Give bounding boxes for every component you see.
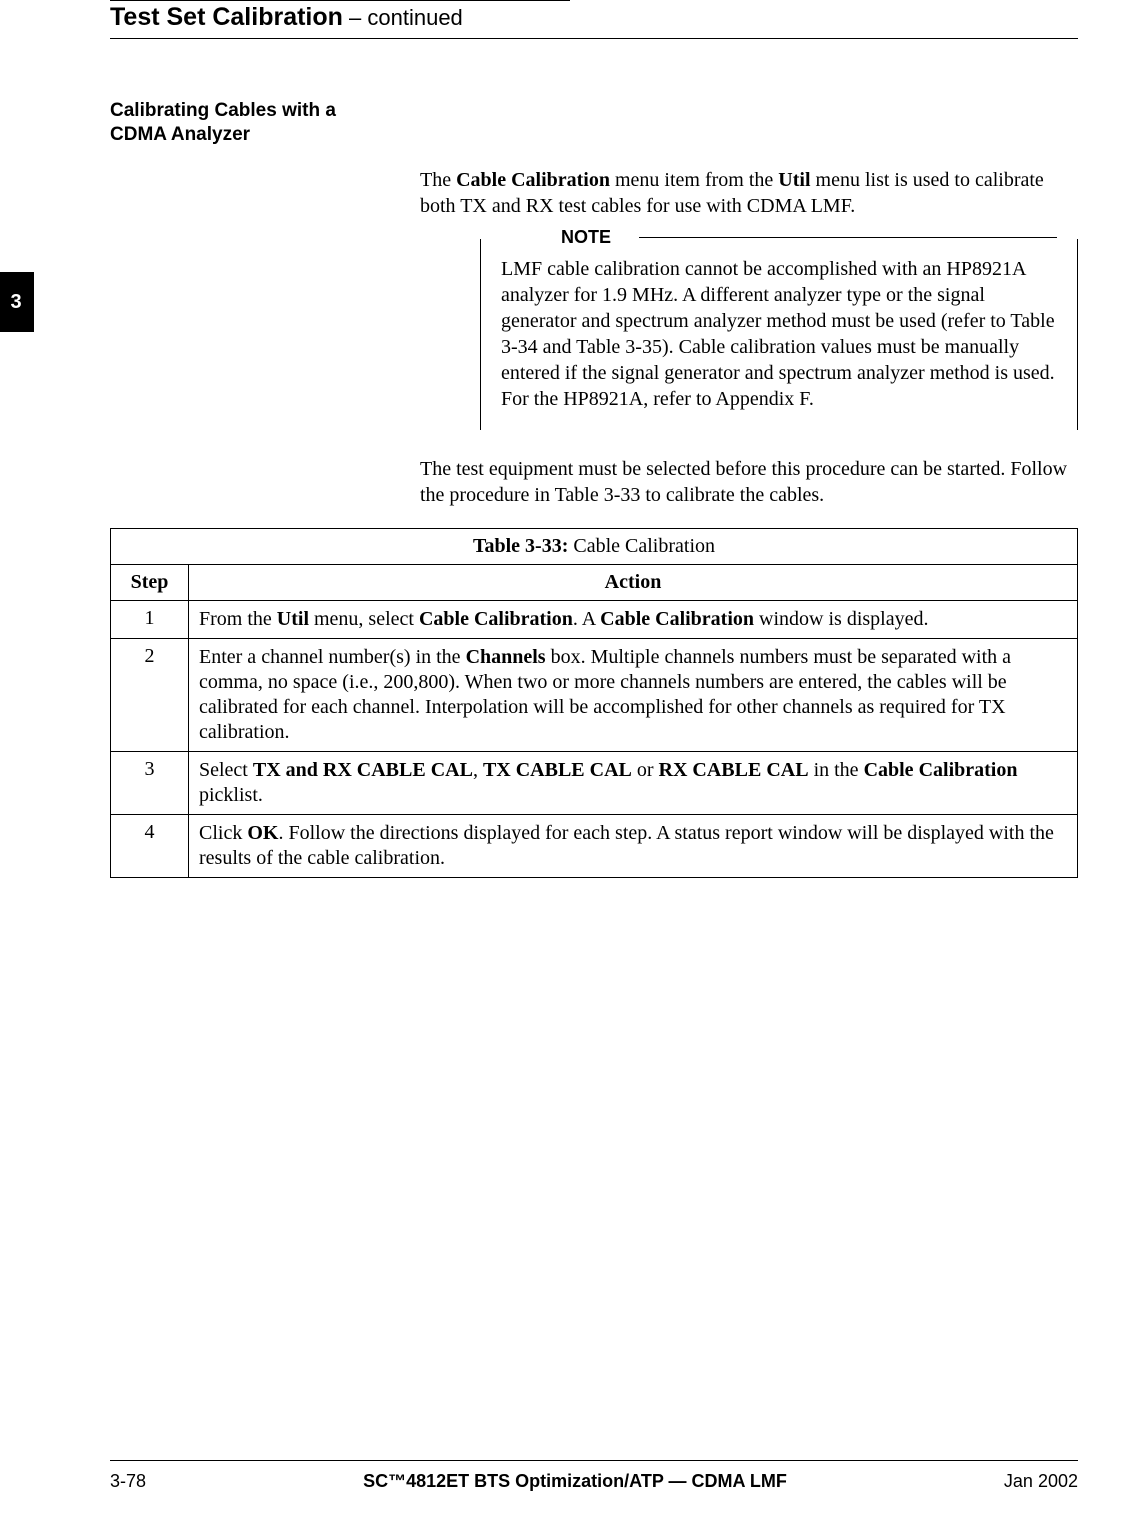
col-header-step: Step <box>111 564 189 600</box>
table-title-rest: Cable Calibration <box>568 535 715 557</box>
note-header: NOTE <box>501 227 1057 248</box>
table-title: Table 3-33: Cable Calibration <box>111 528 1078 564</box>
bold-text: Cable Calibration <box>864 759 1018 781</box>
bold-text: Channels <box>466 646 546 668</box>
bold-text: TX and RX CABLE CAL <box>253 759 473 781</box>
table-row: 1 From the Util menu, select Cable Calib… <box>111 600 1078 638</box>
text: . A <box>573 608 600 630</box>
text: The <box>420 169 456 191</box>
footer-rule <box>110 1460 1078 1461</box>
footer-date: Jan 2002 <box>1004 1471 1078 1492</box>
text: , <box>473 759 483 781</box>
step-number: 4 <box>111 814 189 877</box>
footer-row: 3-78 SC™4812ET BTS Optimization/ATP — CD… <box>110 1471 1078 1492</box>
text: picklist. <box>199 784 263 806</box>
bold-text: OK <box>247 822 278 844</box>
table-header-row: Step Action <box>111 564 1078 600</box>
bold-text: Util <box>277 608 309 630</box>
step-action: From the Util menu, select Cable Calibra… <box>189 600 1078 638</box>
table-title-bold: Table 3-33: <box>473 535 568 557</box>
intro-paragraph: The Cable Calibration menu item from the… <box>420 167 1078 219</box>
footer-page-number: 3-78 <box>110 1471 146 1492</box>
text: Select <box>199 759 253 781</box>
step-number: 1 <box>111 600 189 638</box>
text: . Follow the directions displayed for ea… <box>199 822 1054 869</box>
page-content: Test Set Calibration – continued Calibra… <box>0 0 1148 1532</box>
table-row: 4 Click OK. Follow the directions displa… <box>111 814 1078 877</box>
procedure-table: Table 3-33: Cable Calibration Step Actio… <box>110 528 1078 878</box>
section-heading: Calibrating Cables with a CDMA Analyzer <box>110 99 390 147</box>
bold-text: Util <box>778 169 810 191</box>
table-row: 2 Enter a channel number(s) in the Chann… <box>111 638 1078 751</box>
bold-text: Cable Calibration <box>600 608 754 630</box>
header-rule-top <box>110 0 570 1</box>
text: menu item from the <box>610 169 778 191</box>
step-number: 2 <box>111 638 189 751</box>
text: Click <box>199 822 247 844</box>
table-title-row: Table 3-33: Cable Calibration <box>111 528 1078 564</box>
note-box: NOTE LMF cable calibration cannot be acc… <box>480 239 1078 430</box>
bold-text: TX CABLE CAL <box>483 759 632 781</box>
text: or <box>632 759 659 781</box>
bold-text: Cable Calibration <box>419 608 573 630</box>
note-text: LMF cable calibration cannot be accompli… <box>501 256 1057 412</box>
text: From the <box>199 608 277 630</box>
bold-text: Cable Calibration <box>456 169 610 191</box>
page-footer: 3-78 SC™4812ET BTS Optimization/ATP — CD… <box>110 1460 1078 1492</box>
bold-text: RX CABLE CAL <box>659 759 809 781</box>
text: window is displayed. <box>754 608 928 630</box>
text: Enter a channel number(s) in the <box>199 646 466 668</box>
table-row: 3 Select TX and RX CABLE CAL, TX CABLE C… <box>111 751 1078 814</box>
step-action: Enter a channel number(s) in the Channel… <box>189 638 1078 751</box>
running-header: Test Set Calibration – continued <box>110 3 1078 38</box>
text: in the <box>809 759 864 781</box>
header-title-bold: Test Set Calibration <box>110 3 343 31</box>
lead-in-paragraph: The test equipment must be selected befo… <box>420 456 1078 508</box>
step-action: Select TX and RX CABLE CAL, TX CABLE CAL… <box>189 751 1078 814</box>
text: menu, select <box>309 608 419 630</box>
note-label: NOTE <box>501 227 639 248</box>
step-action: Click OK. Follow the directions displaye… <box>189 814 1078 877</box>
step-number: 3 <box>111 751 189 814</box>
col-header-action: Action <box>189 564 1078 600</box>
header-rule-bottom <box>110 38 1078 39</box>
footer-doc-title: SC™4812ET BTS Optimization/ATP — CDMA LM… <box>146 1471 1004 1492</box>
header-title-cont: – continued <box>343 5 463 30</box>
note-rule <box>639 237 1057 238</box>
